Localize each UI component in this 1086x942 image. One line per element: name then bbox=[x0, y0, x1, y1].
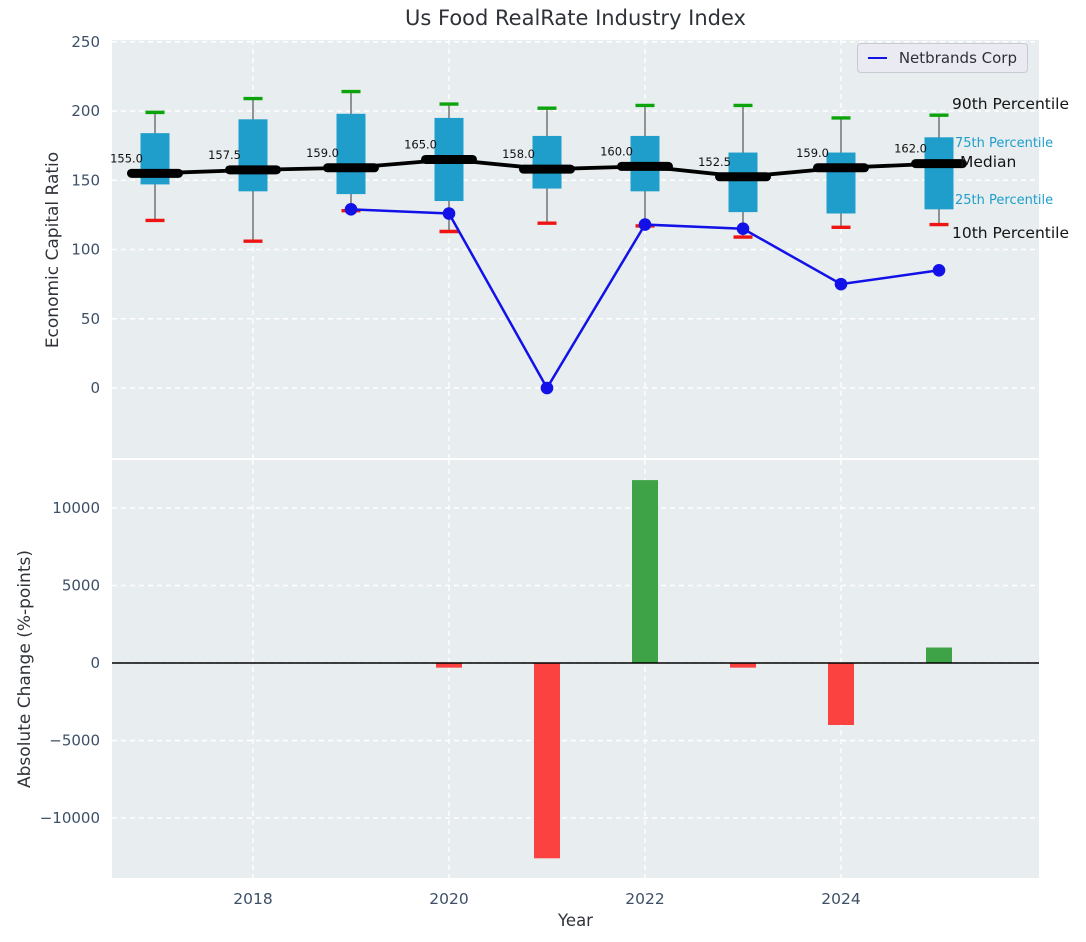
median-value-label-2023: 152.5 bbox=[698, 155, 731, 169]
x-tick-label-2024: 2024 bbox=[821, 890, 860, 908]
netbrands-marker-2019 bbox=[344, 203, 358, 216]
bar-2020 bbox=[436, 663, 462, 668]
top-y-tick-label: 50 bbox=[81, 310, 100, 328]
netbrands-marker-2023 bbox=[736, 222, 750, 236]
top-y-tick-label: 250 bbox=[71, 33, 100, 51]
box-2024 bbox=[826, 152, 856, 214]
x-tick-label-2020: 2020 bbox=[429, 890, 468, 908]
top-y-axis-label: Economic Capital Ratio bbox=[43, 151, 63, 349]
top-y-tick-label: 150 bbox=[71, 171, 100, 189]
annotation-median: Median bbox=[960, 153, 1017, 171]
annotation-10th-percentile: 10th Percentile bbox=[952, 224, 1070, 242]
box-2019 bbox=[336, 113, 366, 195]
bottom-y-tick-label: 0 bbox=[90, 654, 100, 672]
netbrands-marker-2020 bbox=[442, 207, 456, 220]
legend-line-swatch bbox=[868, 57, 887, 59]
bar-2023 bbox=[730, 663, 756, 668]
bottom-y-tick-label: −10000 bbox=[40, 809, 100, 827]
box-2023 bbox=[728, 152, 758, 213]
chart-title: Us Food RealRate Industry Index bbox=[405, 6, 746, 30]
median-value-label-2025: 162.0 bbox=[894, 142, 927, 156]
annotation-25th-percentile: 25th Percentile bbox=[955, 193, 1054, 208]
median-value-label-2019: 159.0 bbox=[306, 146, 339, 160]
x-tick-label-2018: 2018 bbox=[233, 890, 272, 908]
annotation-75th-percentile: 75th Percentile bbox=[955, 136, 1054, 151]
netbrands-marker-2024 bbox=[834, 277, 848, 291]
median-value-label-2021: 158.0 bbox=[502, 147, 535, 161]
bottom-y-tick-label: −5000 bbox=[49, 732, 100, 750]
median-value-label-2024: 159.0 bbox=[796, 146, 829, 160]
median-value-label-2022: 160.0 bbox=[600, 144, 633, 158]
bottom-y-tick-label: 10000 bbox=[52, 499, 100, 517]
x-tick-label-2022: 2022 bbox=[625, 890, 664, 908]
bar-2025 bbox=[926, 647, 952, 663]
bottom-y-axis-label: Absolute Change (%-points) bbox=[15, 550, 35, 788]
netbrands-marker-2021 bbox=[540, 381, 554, 395]
top-y-tick-label: 100 bbox=[71, 241, 100, 259]
bar-2024 bbox=[828, 663, 854, 725]
netbrands-marker-2022 bbox=[638, 218, 652, 231]
annotation-90th-percentile: 90th Percentile bbox=[952, 95, 1070, 113]
bar-2022 bbox=[632, 480, 658, 663]
bottom-y-tick-label: 5000 bbox=[62, 577, 100, 595]
top-y-tick-label: 200 bbox=[71, 102, 100, 120]
x-axis-label: Year bbox=[558, 911, 593, 930]
netbrands-marker-2025 bbox=[932, 263, 946, 277]
legend: Netbrands Corp bbox=[857, 43, 1028, 73]
median-value-label-2017: 155.0 bbox=[110, 151, 143, 165]
median-value-label-2018: 157.5 bbox=[208, 148, 241, 162]
bar-2021 bbox=[534, 663, 560, 859]
bottom-plot-background bbox=[112, 460, 1039, 878]
legend-label: Netbrands Corp bbox=[898, 49, 1017, 67]
box-2018 bbox=[238, 119, 268, 192]
top-y-tick-label: 0 bbox=[90, 379, 100, 397]
box-2025 bbox=[924, 137, 954, 210]
median-value-label-2020: 165.0 bbox=[404, 137, 437, 151]
box-2021 bbox=[532, 135, 562, 189]
